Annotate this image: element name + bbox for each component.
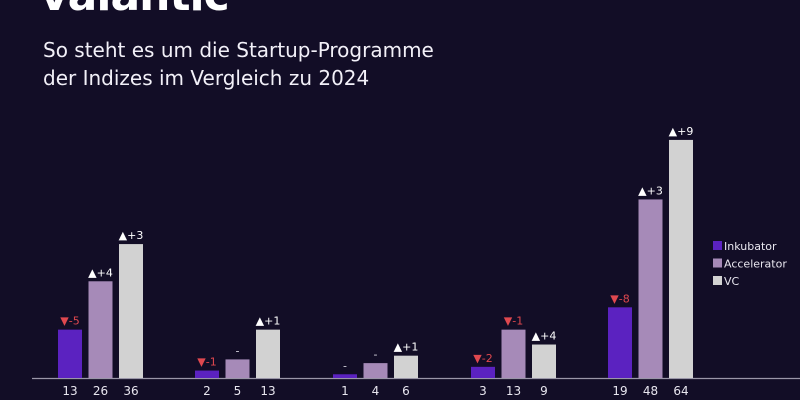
- bar-inkubator: [471, 366, 495, 378]
- change-label: ▲+9: [669, 125, 694, 138]
- bar-accelerator: [638, 199, 663, 378]
- brand-logo: valantic: [40, 0, 230, 21]
- value-label: 13: [260, 384, 275, 398]
- value-label: 19: [612, 384, 627, 398]
- chart-subtitle: So steht es um die Startup-Programme der…: [43, 36, 643, 92]
- bar-inkubator: [333, 374, 357, 378]
- value-label: 48: [643, 384, 658, 398]
- legend-label-accelerator: Accelerator: [724, 258, 787, 271]
- change-label: -: [343, 359, 347, 372]
- change-label: -: [236, 344, 240, 357]
- value-label: 26: [93, 384, 108, 398]
- bar-accelerator: [363, 363, 388, 378]
- change-label: ▲+4: [532, 330, 557, 343]
- value-label: 13: [506, 384, 521, 398]
- change-label: ▲+3: [638, 184, 663, 197]
- bar-vc: [532, 344, 556, 378]
- change-label: ▲+1: [394, 341, 419, 354]
- bar-inkubator: [58, 329, 82, 378]
- value-label: 5: [234, 384, 242, 398]
- bar-inkubator: [195, 370, 219, 378]
- value-label: 2: [203, 384, 211, 398]
- legend-swatch-vc: [713, 276, 722, 285]
- change-label: ▼-8: [610, 292, 629, 305]
- value-label: 1: [341, 384, 349, 398]
- subtitle-line-2: der Indizes im Vergleich zu 2024: [43, 66, 370, 90]
- change-label: -: [374, 348, 378, 361]
- bar-vc: [394, 355, 418, 378]
- change-label: ▲+1: [256, 315, 281, 328]
- change-label: ▼-1: [504, 315, 523, 328]
- change-label: ▼-5: [60, 315, 79, 328]
- bar-accelerator: [501, 329, 526, 378]
- bar-inkubator: [608, 307, 632, 378]
- value-label: 36: [123, 384, 138, 398]
- change-label: ▼-1: [197, 356, 216, 369]
- change-label: ▼-2: [473, 352, 492, 365]
- bar-accelerator: [225, 359, 250, 378]
- legend-swatch-inkubator: [713, 241, 722, 250]
- value-label: 3: [479, 384, 487, 398]
- bar-vc: [256, 329, 280, 378]
- bar-vc: [669, 139, 693, 378]
- value-label: 4: [372, 384, 380, 398]
- change-label: ▲+3: [119, 229, 144, 242]
- value-label: 13: [62, 384, 77, 398]
- subtitle-line-1: So steht es um die Startup-Programme: [43, 38, 434, 62]
- value-label: 9: [540, 384, 548, 398]
- value-label: 64: [673, 384, 688, 398]
- bar-vc: [119, 244, 143, 378]
- legend-label-inkubator: Inkubator: [724, 240, 777, 253]
- change-label: ▲+4: [88, 266, 113, 279]
- legend-label-vc: VC: [724, 275, 740, 288]
- legend-swatch-accelerator: [713, 258, 722, 268]
- value-label: 6: [402, 384, 410, 398]
- bar-accelerator: [88, 281, 113, 378]
